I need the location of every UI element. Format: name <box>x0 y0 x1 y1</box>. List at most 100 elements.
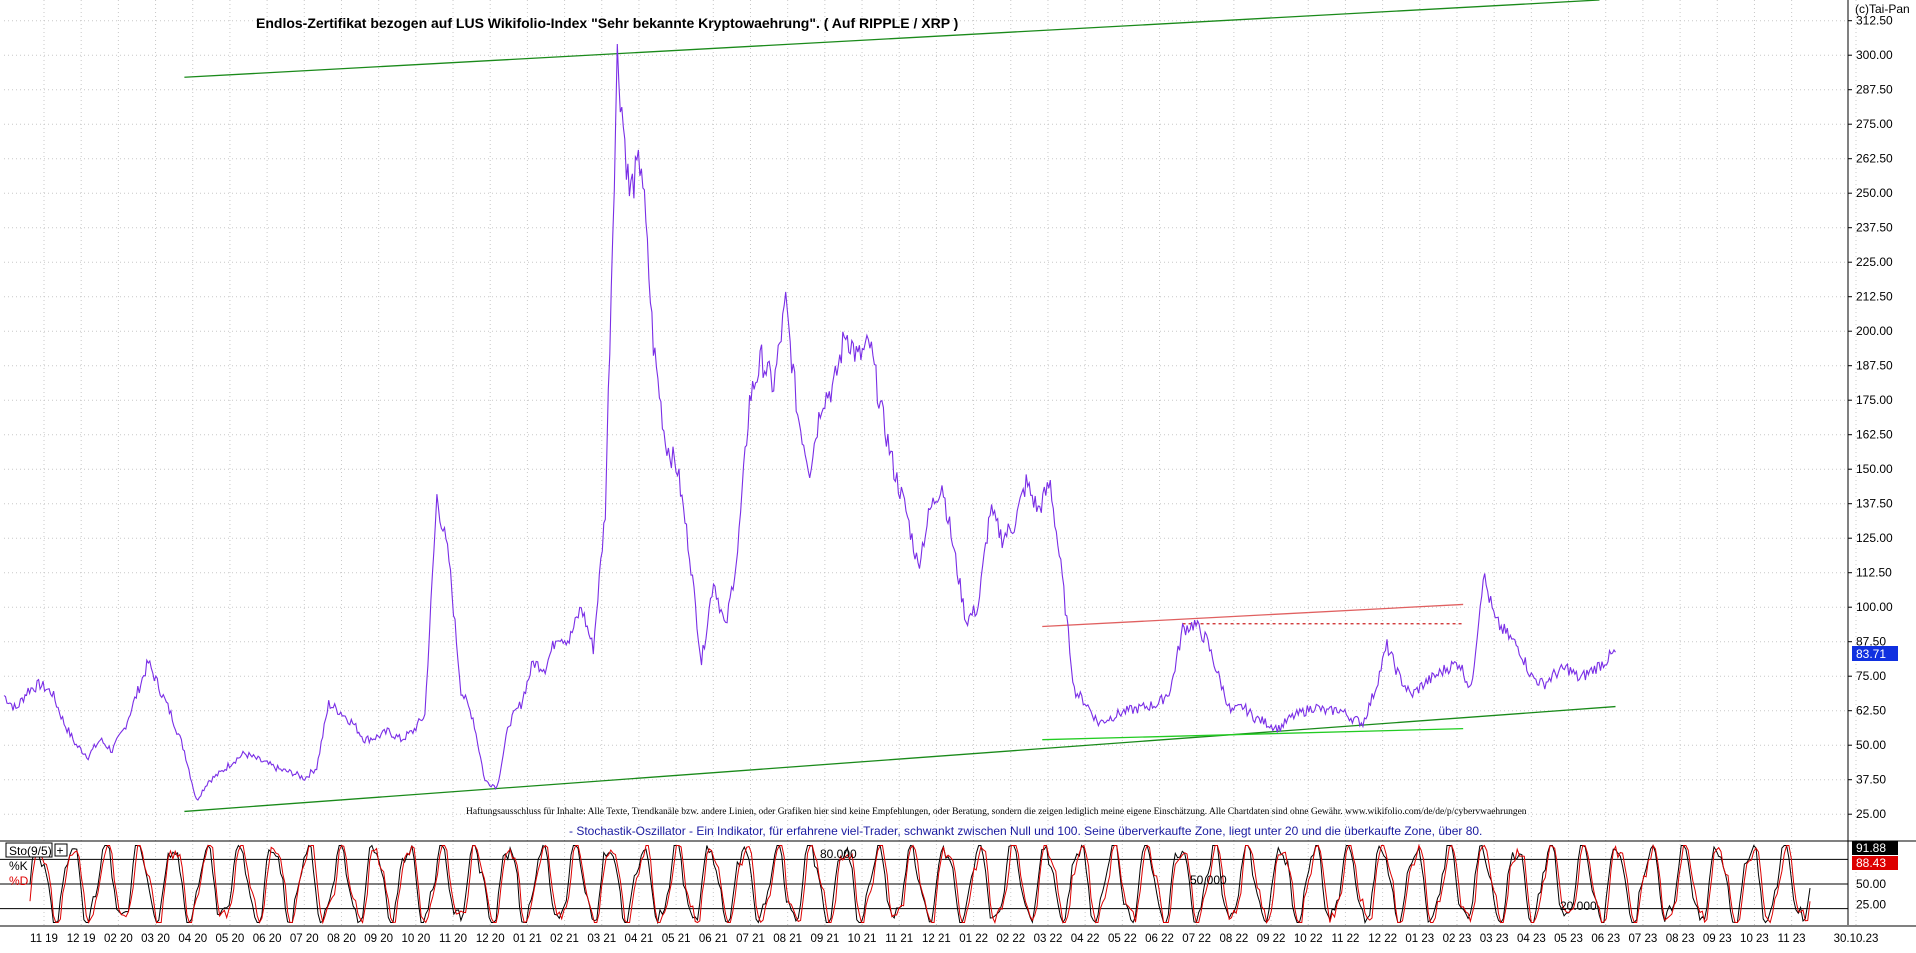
indicator-label: Sto(9/5) <box>9 844 52 858</box>
copyright-label: (c)Tai-Pan <box>1855 2 1910 16</box>
price-tick-label: 62.50 <box>1856 704 1886 718</box>
price-tick-label: 287.50 <box>1856 83 1893 97</box>
date-tick-label: 02 23 <box>1443 933 1472 945</box>
date-tick-label: 12 20 <box>476 933 505 945</box>
price-tick-label: 225.00 <box>1856 255 1893 269</box>
price-tick-label: 275.00 <box>1856 117 1893 131</box>
date-tick-label: 11 21 <box>885 933 913 945</box>
date-tick-label: 09 22 <box>1257 933 1286 945</box>
price-tick-label: 125.00 <box>1856 531 1893 545</box>
date-tick-label: 04 20 <box>178 933 207 945</box>
date-tick-label: 06 22 <box>1145 933 1174 945</box>
date-tick-label: 04 23 <box>1517 933 1546 945</box>
price-tick-label: 75.00 <box>1856 669 1886 683</box>
date-tick-label: 03 20 <box>141 933 170 945</box>
price-tick-label: 200.00 <box>1856 324 1893 338</box>
price-tick-label: 87.50 <box>1856 635 1886 649</box>
date-tick-label: 06 21 <box>699 933 728 945</box>
price-line <box>3 43 1616 801</box>
price-tick-label: 262.50 <box>1856 152 1893 166</box>
plus-icon: + <box>57 844 64 858</box>
stochastic-grid <box>0 840 1916 910</box>
k-value-label: 91.88 <box>1856 841 1886 855</box>
trend-line <box>1042 603 1464 628</box>
trend-line <box>1042 727 1464 741</box>
price-tick-label: 137.50 <box>1856 497 1893 511</box>
k-legend: %K <box>9 859 28 873</box>
date-tick-label: 04 21 <box>625 933 654 945</box>
stochastic-note: - Stochastik-Oszillator - Ein Indikator,… <box>569 824 1482 838</box>
disclaimer-text: Haftungsausschluss für Inhalte: Alle Tex… <box>466 806 1527 817</box>
indicator-box[interactable] <box>5 842 53 858</box>
date-tick-label: 01 23 <box>1405 933 1434 945</box>
price-tick-label: 175.00 <box>1856 393 1893 407</box>
date-tick-label: 08 22 <box>1219 933 1248 945</box>
date-tick-label: 08 20 <box>327 933 356 945</box>
date-tick-label: 11 19 <box>30 933 58 945</box>
date-tick-label: 09 20 <box>364 933 393 945</box>
date-tick-label: 05 23 <box>1554 933 1583 945</box>
date-tick-label: 08 23 <box>1666 933 1695 945</box>
date-tick-label: 10 21 <box>848 933 877 945</box>
date-tick-label: 08 21 <box>773 933 802 945</box>
date-tick-label: 01 21 <box>513 933 542 945</box>
date-tick-label: 11 22 <box>1331 933 1359 945</box>
last-value-badge <box>1852 646 1898 661</box>
date-tick-label: 11 23 <box>1778 933 1806 945</box>
date-tick-label: 06 20 <box>253 933 282 945</box>
level-80-label: 80.000 <box>820 847 857 861</box>
date-tick-label: 03 23 <box>1480 933 1509 945</box>
date-tick-label: 30.10.23 <box>1834 933 1879 945</box>
date-tick-label: 03 22 <box>1034 933 1063 945</box>
price-tick-label: 300.00 <box>1856 48 1893 62</box>
price-tick-label: 312.50 <box>1856 14 1893 28</box>
stochastic-lines <box>29 843 1811 925</box>
k-value-badge <box>1852 841 1898 855</box>
trend-line <box>184 0 1600 78</box>
date-tick-label: 07 20 <box>290 933 319 945</box>
sto-tick-label: 50.00 <box>1856 877 1886 891</box>
expand-icon[interactable] <box>54 843 68 857</box>
date-tick-label: 11 20 <box>439 933 467 945</box>
date-tick-label: 10 23 <box>1740 933 1769 945</box>
date-tick-label: 09 23 <box>1703 933 1732 945</box>
price-axis: 25.00 37.50 50.00 62.50 75.00 87.50 100.00 112.… <box>1848 14 1893 821</box>
price-tick-label: 25.00 <box>1856 807 1886 821</box>
date-tick-label: 03 21 <box>587 933 616 945</box>
date-tick-label: 02 20 <box>104 933 133 945</box>
date-axis: 11 19 12 19 02 20 03 20 04 20 05 20 06 20 07 20… <box>0 925 1916 945</box>
price-tick-label: 187.50 <box>1856 359 1893 373</box>
date-tick-label: 02 22 <box>996 933 1025 945</box>
date-tick-label: 05 22 <box>1108 933 1137 945</box>
date-tick-label: 10 22 <box>1294 933 1323 945</box>
d-value-label: 88.43 <box>1856 856 1886 870</box>
date-tick-label: 04 22 <box>1071 933 1100 945</box>
date-tick-label: 12 22 <box>1368 933 1397 945</box>
date-tick-label: 09 21 <box>810 933 839 945</box>
main-grid <box>4 0 1857 925</box>
price-tick-label: 250.00 <box>1856 186 1893 200</box>
level-20-label: 20.000 <box>1560 899 1597 913</box>
date-tick-label: 12 21 <box>922 933 951 945</box>
last-value-label: 83.71 <box>1856 647 1886 661</box>
price-series <box>3 43 1616 801</box>
date-tick-label: 12 19 <box>67 933 96 945</box>
price-tick-label: 50.00 <box>1856 738 1886 752</box>
date-tick-label: 10 20 <box>401 933 430 945</box>
stochastic-series <box>29 843 1811 925</box>
date-tick-label: 05 21 <box>662 933 691 945</box>
date-tick-label: 07 23 <box>1629 933 1658 945</box>
d-legend: %D <box>9 874 29 888</box>
date-tick-label: 05 20 <box>216 933 245 945</box>
date-tick-label: 07 21 <box>736 933 765 945</box>
price-tick-label: 150.00 <box>1856 462 1893 476</box>
trendlines <box>184 0 1616 813</box>
date-tick-label: 01 22 <box>959 933 988 945</box>
date-tick-label: 07 22 <box>1182 933 1211 945</box>
sto-tick-label: 25.00 <box>1856 898 1886 912</box>
price-tick-label: 237.50 <box>1856 221 1893 235</box>
price-tick-label: 112.50 <box>1856 566 1892 580</box>
date-tick-label: 06 23 <box>1591 933 1620 945</box>
